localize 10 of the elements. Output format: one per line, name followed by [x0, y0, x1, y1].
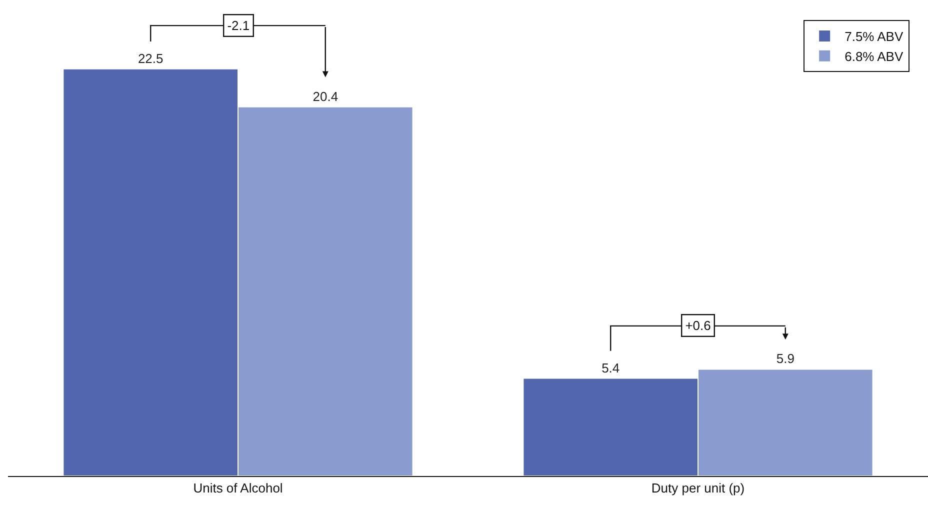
text: -2.1 — [227, 18, 250, 34]
x-tick-label: Units of Alcohol — [193, 480, 283, 496]
legend-label: 6.8% ABV — [844, 48, 904, 64]
annotation: +0.6 — [685, 318, 711, 334]
legend-label: 7.5% ABV — [844, 29, 904, 44]
data-label: 5.4 — [602, 360, 620, 376]
data-label: 22.5 — [138, 50, 164, 66]
x-tick-label: Duty per unit (p) — [651, 480, 745, 496]
data-label: 20.4 — [312, 88, 338, 104]
data-label: 5.9 — [776, 351, 794, 366]
